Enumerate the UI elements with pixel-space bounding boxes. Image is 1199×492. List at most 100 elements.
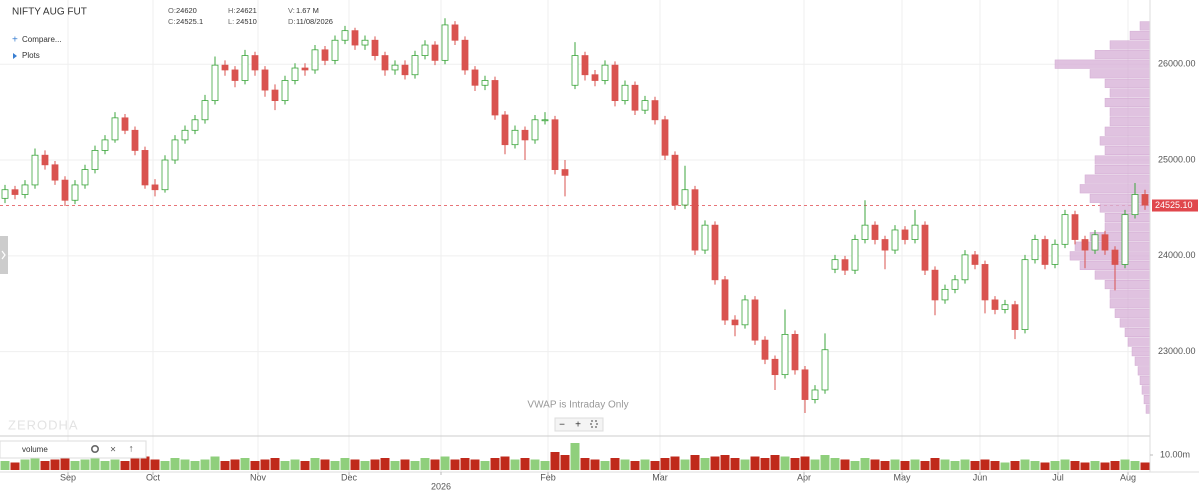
- candle-body: [311, 49, 319, 71]
- profile-bar: [1137, 366, 1151, 376]
- candle-body: [661, 119, 669, 156]
- info-label: V:: [288, 6, 295, 15]
- close-icon[interactable]: ×: [110, 445, 116, 456]
- zoom-reset[interactable]: [590, 420, 598, 428]
- compare-icon[interactable]: +: [12, 35, 18, 46]
- volume-bar: [1090, 461, 1100, 470]
- volume-bar: [430, 459, 440, 470]
- volume-bar: [320, 459, 330, 470]
- candle-body: [701, 224, 709, 251]
- candle-body: [451, 24, 459, 41]
- volume-bar: [310, 458, 320, 470]
- candle-body: [1091, 234, 1099, 251]
- volume-bar: [100, 461, 110, 470]
- volume-bar: [1140, 462, 1150, 470]
- candle-body: [641, 100, 649, 111]
- candle-body: [461, 39, 469, 71]
- volume-tick-label: 10.00m: [1160, 449, 1190, 459]
- candle-body: [251, 55, 259, 71]
- zoom-in[interactable]: +: [575, 420, 581, 431]
- volume-bar: [730, 458, 740, 470]
- candle-body: [1001, 304, 1009, 310]
- plots-button[interactable]: Plots: [22, 51, 40, 60]
- volume-bar: [600, 461, 610, 470]
- candle-body: [301, 67, 309, 71]
- volume-bar: [390, 461, 400, 470]
- volume-bar: [970, 461, 980, 470]
- volume-bar: [380, 458, 390, 470]
- candle-body: [581, 55, 589, 76]
- candle-layer: [1, 18, 1149, 413]
- volume-bar: [760, 458, 770, 470]
- candle-body: [681, 189, 689, 206]
- volume-bar: [620, 459, 630, 470]
- volume-bar: [900, 461, 910, 470]
- plots-icon[interactable]: [13, 53, 17, 59]
- side-tab[interactable]: [0, 236, 8, 274]
- volume-bar: [110, 459, 120, 470]
- candle-body: [901, 229, 909, 240]
- volume-bar: [170, 458, 180, 470]
- profile-bar: [1069, 251, 1151, 261]
- volume-bar: [870, 459, 880, 470]
- volume-bar: [10, 462, 20, 470]
- volume-bar: [400, 459, 410, 470]
- info-value: 24620: [176, 6, 197, 15]
- candle-body: [861, 224, 869, 240]
- candle-body: [351, 30, 359, 46]
- candle-body: [421, 44, 429, 56]
- volume-label-box: [0, 440, 147, 459]
- x-tick-label: Apr: [797, 472, 811, 482]
- candle-body: [1111, 249, 1119, 265]
- candle-body: [911, 224, 919, 240]
- x-tick-label: Jun: [973, 472, 988, 482]
- candle-body: [1031, 239, 1039, 261]
- profile-bar: [1104, 78, 1151, 88]
- volume-bar: [200, 459, 210, 470]
- candle-body: [941, 288, 949, 301]
- volume-bar: [460, 458, 470, 470]
- volume-bar: [1020, 459, 1030, 470]
- candle-body: [671, 154, 679, 206]
- volume-bar: [670, 456, 680, 470]
- candle-body: [631, 84, 639, 111]
- candle-body: [851, 239, 859, 271]
- chart-title: NIFTY AUG FUT: [12, 7, 87, 18]
- candle-body: [611, 64, 619, 102]
- zoom-out[interactable]: −: [559, 420, 565, 431]
- candle-body: [281, 80, 289, 102]
- volume-bar: [90, 458, 100, 470]
- candle-body: [621, 84, 629, 102]
- candle-body: [71, 184, 79, 201]
- candle-body: [531, 119, 539, 141]
- candle-body: [571, 55, 579, 86]
- volume-bar: [180, 459, 190, 470]
- volume-bar: [830, 458, 840, 470]
- volume-bar: [500, 456, 510, 470]
- volume-bar: [940, 459, 950, 470]
- profile-bar: [1079, 184, 1151, 194]
- candle-body: [561, 169, 569, 176]
- compare-button[interactable]: Compare...: [22, 35, 62, 44]
- candle-body: [791, 333, 799, 371]
- candle-body: [931, 269, 939, 301]
- profile-bar: [1094, 155, 1151, 165]
- profile-bar: [1109, 289, 1151, 299]
- settings-icon[interactable]: [91, 444, 100, 453]
- volume-bar: [440, 456, 450, 470]
- volume-bar: [1100, 462, 1110, 470]
- volume-bar: [680, 459, 690, 470]
- info-label: O:: [168, 6, 176, 15]
- volume-bar: [490, 458, 500, 470]
- candle-body: [751, 299, 759, 341]
- candle-body: [271, 89, 279, 102]
- volume-bar: [650, 461, 660, 470]
- move-up-icon[interactable]: ↑: [129, 444, 134, 455]
- x-tick-label: Oct: [146, 472, 161, 482]
- volume-bar: [1040, 462, 1050, 470]
- candle-body: [171, 139, 179, 161]
- volume-bar: [1010, 461, 1020, 470]
- volume-bar: [920, 461, 930, 470]
- info-value: 24510: [236, 17, 257, 26]
